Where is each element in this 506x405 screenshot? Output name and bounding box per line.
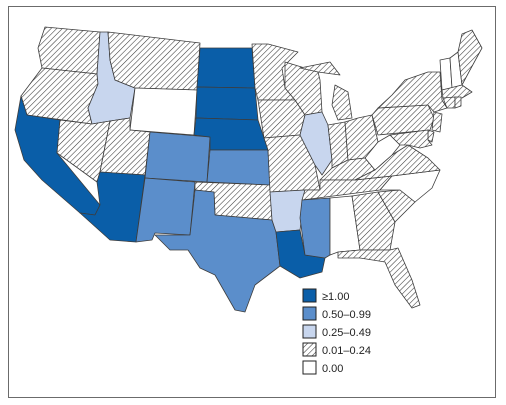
state-ma bbox=[441, 84, 473, 99]
state-md bbox=[389, 129, 433, 149]
legend-label: ≥1.00 bbox=[322, 291, 349, 303]
legend-swatch bbox=[302, 288, 317, 303]
state-ar bbox=[269, 189, 306, 233]
state-nj bbox=[431, 111, 443, 133]
state-ri bbox=[454, 96, 462, 109]
state-co bbox=[144, 131, 211, 183]
legend-label: 0.01–0.24 bbox=[322, 345, 371, 357]
state-me bbox=[457, 29, 483, 86]
state-az bbox=[79, 171, 146, 243]
legend-swatch bbox=[302, 324, 317, 339]
legend-swatch bbox=[302, 342, 317, 357]
legend-label: 0.00 bbox=[322, 363, 343, 375]
state-tx bbox=[154, 189, 281, 313]
state-nm bbox=[135, 177, 196, 243]
legend-swatch bbox=[302, 306, 317, 321]
state-ms bbox=[299, 197, 331, 259]
state-ia bbox=[257, 99, 306, 139]
state-ny bbox=[377, 71, 448, 113]
state-wy bbox=[129, 87, 198, 136]
legend: ≥1.00 0.50–0.99 0.25–0.49 0.01–0.24 0.00 bbox=[302, 288, 371, 375]
legend-swatch bbox=[302, 360, 317, 375]
state-mi bbox=[299, 61, 353, 121]
state-ga bbox=[351, 191, 396, 251]
legend-label: 0.50–0.99 bbox=[322, 309, 371, 321]
state-sd bbox=[195, 86, 259, 121]
state-il bbox=[299, 111, 333, 176]
state-wa bbox=[37, 26, 101, 75]
state-nd bbox=[196, 47, 256, 89]
state-la bbox=[275, 229, 326, 279]
state-mt bbox=[107, 31, 201, 91]
state-de bbox=[427, 129, 435, 143]
legend-label: 0.25–0.49 bbox=[322, 327, 371, 339]
states-layer bbox=[14, 26, 483, 313]
state-fl bbox=[337, 247, 421, 309]
state-ks bbox=[206, 149, 271, 186]
